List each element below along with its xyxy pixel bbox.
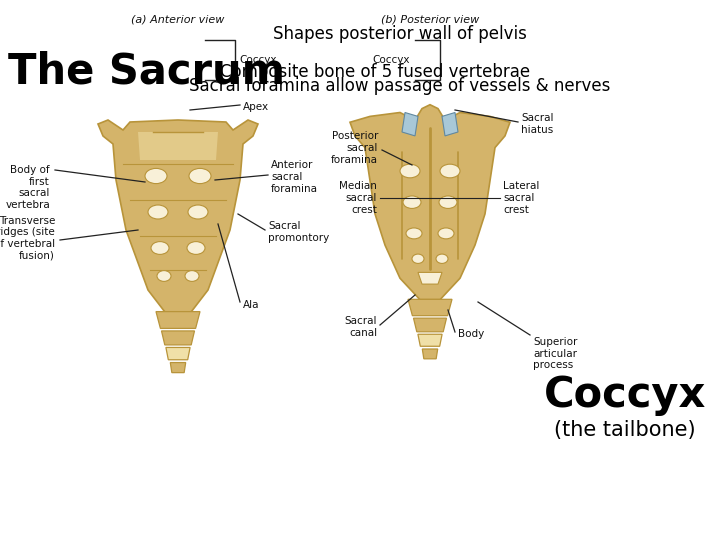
Ellipse shape [185,271,199,281]
Text: Transverse
ridges (site
of vertebral
fusion): Transverse ridges (site of vertebral fus… [0,215,55,260]
Polygon shape [98,120,258,316]
Ellipse shape [438,228,454,239]
Text: Coccyx: Coccyx [544,374,706,416]
Text: Apex: Apex [243,102,269,112]
Text: (b) Posterior view: (b) Posterior view [381,15,479,25]
Polygon shape [166,347,190,360]
Text: Lateral
sacral
crest: Lateral sacral crest [503,181,539,214]
Ellipse shape [439,196,457,208]
Ellipse shape [188,205,208,219]
Ellipse shape [412,254,424,264]
Polygon shape [418,272,442,284]
Text: (a) Anterior view: (a) Anterior view [131,15,225,25]
Polygon shape [418,334,442,346]
Ellipse shape [148,205,168,219]
Polygon shape [138,132,218,160]
Text: Sacral
promontory: Sacral promontory [268,221,329,243]
Polygon shape [161,331,194,345]
Text: Body of
first
sacral
vertebra: Body of first sacral vertebra [5,165,50,210]
Text: Body: Body [458,329,485,339]
Text: Sacral foramina allow passage of vessels & nerves: Sacral foramina allow passage of vessels… [189,77,611,95]
Polygon shape [156,312,200,328]
Polygon shape [350,105,510,300]
Ellipse shape [145,168,167,184]
Text: Anterior
sacral
foramina: Anterior sacral foramina [271,160,318,194]
Ellipse shape [151,241,169,254]
Ellipse shape [406,228,422,239]
Text: Median
sacral
crest: Median sacral crest [339,181,377,214]
Text: Sacral
canal: Sacral canal [344,316,377,338]
Ellipse shape [436,254,448,264]
Text: Composite bone of 5 fused vertebrae: Composite bone of 5 fused vertebrae [220,63,530,81]
Ellipse shape [189,168,211,184]
Text: Posterior
sacral
foramina: Posterior sacral foramina [331,131,378,165]
Text: Sacral
hiatus: Sacral hiatus [521,113,554,135]
Text: Coccyx: Coccyx [372,55,410,65]
Polygon shape [413,318,446,332]
Text: Ala: Ala [243,300,259,310]
Polygon shape [423,349,438,359]
Ellipse shape [157,271,171,281]
Polygon shape [442,112,458,136]
Ellipse shape [440,164,460,178]
Text: The Sacrum: The Sacrum [8,50,285,92]
Ellipse shape [400,164,420,178]
Polygon shape [171,362,186,373]
Text: (the tailbone): (the tailbone) [554,420,696,440]
Text: Shapes posterior wall of pelvis: Shapes posterior wall of pelvis [273,25,527,43]
Polygon shape [402,112,418,136]
Ellipse shape [187,241,205,254]
Polygon shape [408,299,452,316]
Text: Superior
articular
process: Superior articular process [533,337,577,370]
Text: Coccyx: Coccyx [239,55,276,65]
Ellipse shape [403,196,421,208]
